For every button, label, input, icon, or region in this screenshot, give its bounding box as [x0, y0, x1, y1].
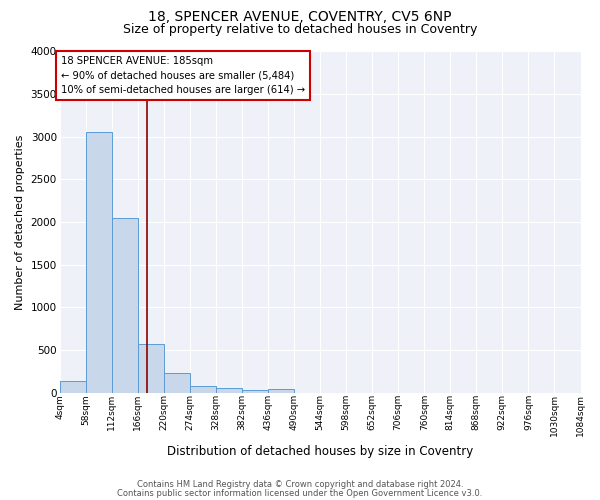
Bar — [59, 380, 86, 392]
Bar — [216, 388, 242, 392]
Text: Size of property relative to detached houses in Coventry: Size of property relative to detached ho… — [123, 22, 477, 36]
Text: 18, SPENCER AVENUE, COVENTRY, CV5 6NP: 18, SPENCER AVENUE, COVENTRY, CV5 6NP — [148, 10, 452, 24]
Bar — [268, 389, 294, 392]
Bar — [242, 390, 268, 392]
Bar — [190, 386, 216, 392]
Text: 18 SPENCER AVENUE: 185sqm
← 90% of detached houses are smaller (5,484)
10% of se: 18 SPENCER AVENUE: 185sqm ← 90% of detac… — [61, 56, 305, 96]
Bar — [164, 373, 190, 392]
Text: Contains HM Land Registry data © Crown copyright and database right 2024.: Contains HM Land Registry data © Crown c… — [137, 480, 463, 489]
Bar — [138, 344, 164, 393]
Bar — [112, 218, 138, 392]
Y-axis label: Number of detached properties: Number of detached properties — [15, 134, 25, 310]
Text: Contains public sector information licensed under the Open Government Licence v3: Contains public sector information licen… — [118, 488, 482, 498]
X-axis label: Distribution of detached houses by size in Coventry: Distribution of detached houses by size … — [167, 444, 473, 458]
Bar — [86, 132, 112, 392]
